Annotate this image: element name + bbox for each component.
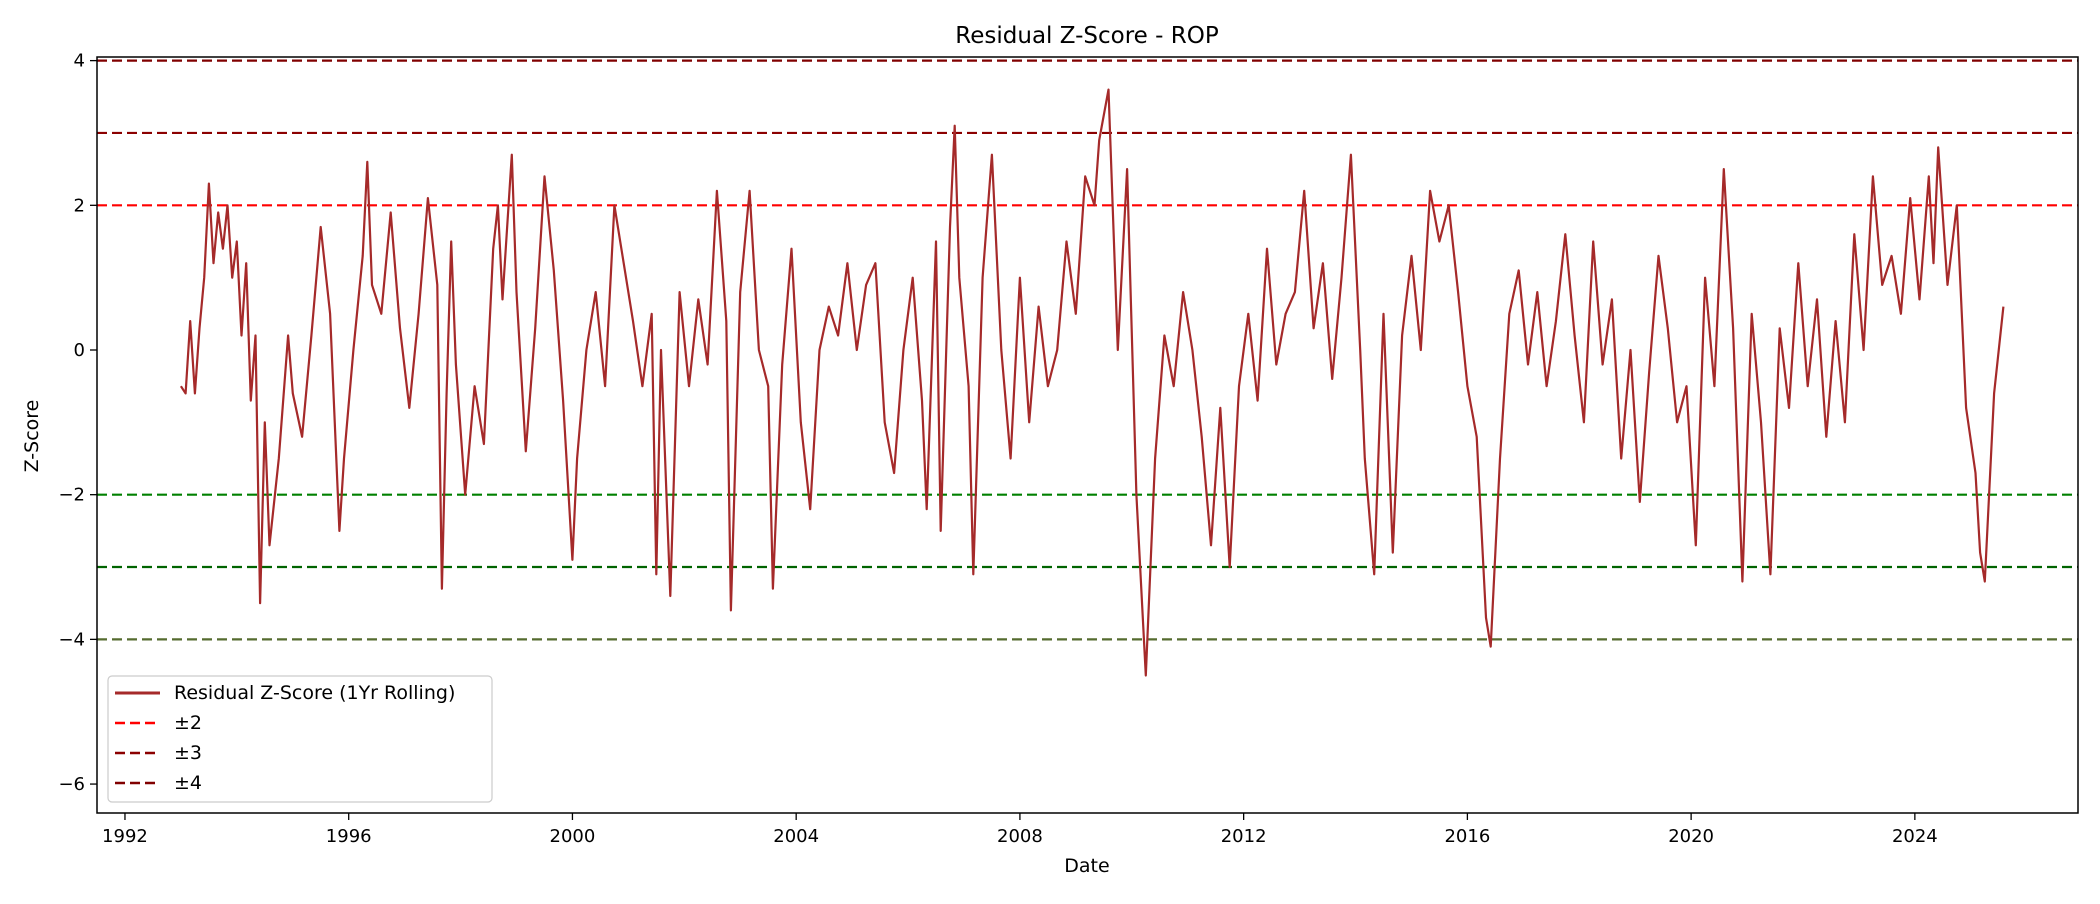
legend-label-series: Residual Z-Score (1Yr Rolling) [174,682,455,704]
x-axis-title: Date [1064,855,1109,877]
legend-label-2: ±2 [174,712,202,734]
x-tick-label: 2016 [1444,826,1490,847]
plot-frame [96,56,2079,814]
x-tick-label: 1996 [326,826,372,847]
y-tick-label: 2 [74,195,85,216]
ticks-layer: 1992 1996 2000 2004 2008 2012 2016 2020 2024 4 2 0 −… [58,51,1937,847]
series-line-0 [179,88,2005,677]
y-tick-label: −6 [58,774,85,795]
legend-box [107,675,493,803]
x-tick-label: 1992 [102,826,148,847]
x-tick-label: 2004 [773,826,819,847]
y-tick-label: 4 [74,51,85,72]
x-tick-label: 2012 [1221,826,1267,847]
legend: Residual Z-Score (1Yr Rolling) ±2 ±3 ±4 [107,675,493,803]
x-tick-label: 2008 [997,826,1043,847]
x-tick-label: 2020 [1668,826,1714,847]
y-tick-label: 0 [74,340,85,361]
x-tick-label: 2000 [550,826,596,847]
reference-lines [97,59,2078,641]
y-tick-label: −4 [58,629,85,650]
x-tick-label: 2024 [1892,826,1938,847]
series-layer [179,88,2005,677]
y-tick-label: −2 [58,485,85,506]
legend-label-3: ±3 [174,742,202,764]
y-axis-title: Z-Score [21,400,43,473]
chart-title: Residual Z-Score - ROP [955,23,1219,49]
legend-label-4: ±4 [174,772,202,794]
